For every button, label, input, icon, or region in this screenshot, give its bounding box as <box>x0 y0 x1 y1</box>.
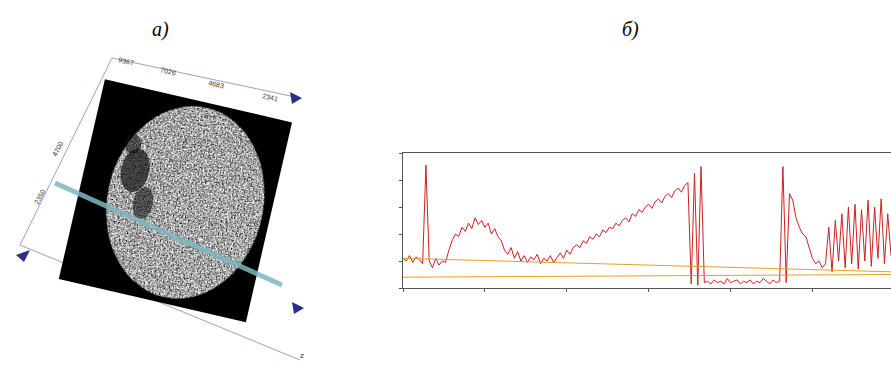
svg-text:2341: 2341 <box>262 92 279 102</box>
svg-text:4700: 4700 <box>51 140 65 157</box>
svg-text:4683: 4683 <box>208 79 225 89</box>
svg-text:2350: 2350 <box>33 188 47 205</box>
html-text:а): а) <box>152 18 169 40</box>
svg-text:z: z <box>300 351 304 360</box>
html-text:б): б) <box>622 18 639 40</box>
svg-text:7026: 7026 <box>160 66 177 76</box>
svg-text:9367: 9367 <box>118 56 135 66</box>
